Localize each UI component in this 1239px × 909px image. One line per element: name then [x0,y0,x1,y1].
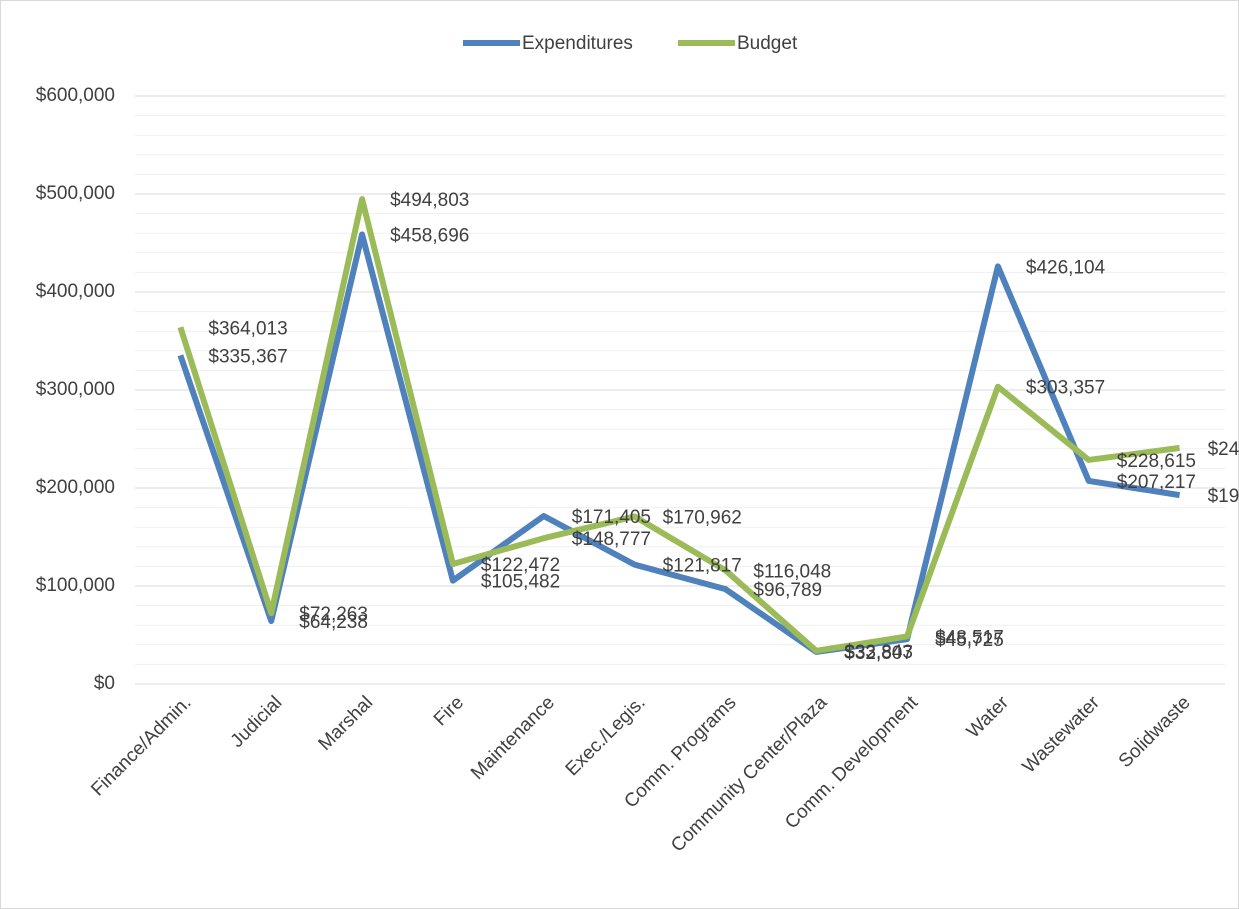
data-label: $494,803 [390,190,469,211]
data-label: $426,104 [1026,257,1106,278]
data-label: $72,263 [299,604,368,625]
data-label: $48,517 [935,627,1004,648]
data-label: $228,615 [1117,451,1196,472]
data-label: $171,405 [572,507,651,528]
data-label: $458,696 [390,225,469,246]
y-tick-label: $200,000 [36,477,115,498]
data-label: $116,048 [753,561,831,582]
y-tick-label: $600,000 [36,85,115,106]
data-label: $96,789 [753,580,822,601]
series-line [177,231,1181,655]
data-label: $364,013 [208,318,287,339]
data-label: $105,482 [481,572,560,593]
legend-label: Budget [737,33,798,54]
data-label: $33,843 [844,642,913,663]
data-label: $64,238 [299,612,368,633]
series-line [177,196,1180,654]
data-label: $303,357 [1026,378,1105,399]
data-label: $32,807 [844,643,913,664]
data-label: $148,777 [572,529,651,550]
data-label: $240,964 [1208,439,1239,460]
y-tick-label: $0 [94,673,115,694]
y-tick-label: $100,000 [36,575,115,596]
y-tick-label: $500,000 [36,183,115,204]
data-label: $122,472 [481,555,560,576]
data-label: $207,217 [1117,472,1196,493]
data-label: $121,817 [663,556,742,577]
y-tick-label: $400,000 [36,281,115,302]
data-label: $335,367 [208,346,287,367]
legend-label: Expenditures [522,33,633,54]
data-label: $170,962 [663,507,742,528]
data-label: $192,748 [1208,486,1239,507]
data-label: $45,725 [935,630,1004,651]
y-tick-label: $300,000 [36,379,115,400]
